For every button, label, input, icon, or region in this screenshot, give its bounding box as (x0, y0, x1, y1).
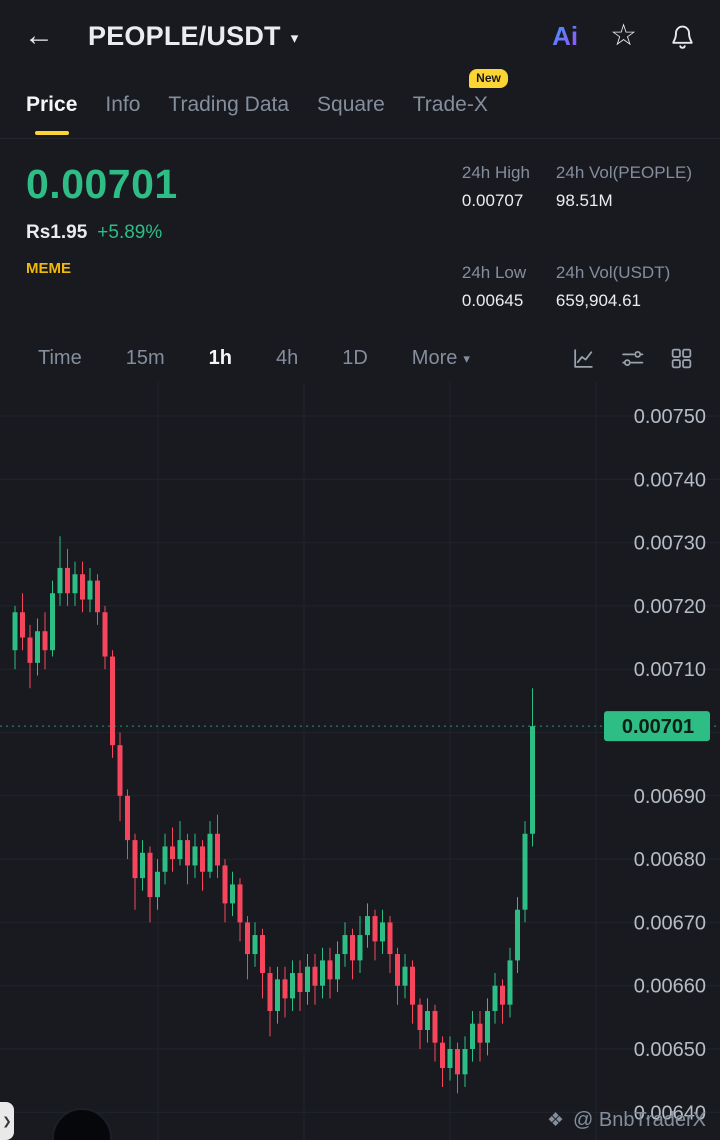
price-axis-label: 0.00730 (634, 533, 706, 555)
favorite-star-icon[interactable]: ☆ (610, 19, 637, 52)
stat-value: 659,904.61 (555, 291, 642, 310)
interval-time[interactable]: Time (38, 347, 82, 369)
nav-tabs: Price Info Trading Data Square Trade-X N… (0, 69, 720, 139)
last-price: 0.00701 (26, 161, 178, 207)
price-axis-label: 0.00680 (634, 849, 706, 871)
interval-1h[interactable]: 1h (208, 347, 232, 369)
tab-square[interactable]: Square (317, 75, 385, 135)
stat-value: 0.00645 (461, 291, 524, 310)
back-arrow-icon[interactable]: ← (24, 19, 54, 52)
more-label: More (411, 347, 458, 369)
notification-bell-icon[interactable] (669, 23, 696, 50)
stat-value: 98.51M (555, 191, 613, 210)
fiat-price: Rs1.95 (26, 222, 88, 243)
tab-info-label: Info (105, 93, 141, 116)
tab-trade-x[interactable]: Trade-X New (412, 69, 508, 135)
tab-trade-x-label: Trade-X (412, 93, 488, 116)
pair-selector[interactable]: PEOPLE/USDT ▾ (88, 21, 298, 52)
diamond-icon: ❖ (547, 1110, 565, 1131)
price-axis-label: 0.00690 (634, 786, 706, 808)
ai-assistant-icon[interactable]: Ai (552, 20, 579, 51)
candlestick-chart[interactable]: 0.00750 0.00740 0.00730 0.00720 0.00710 0.006… (0, 382, 720, 1140)
stat-24h-vol-people: 24h Vol(PEOPLE) 98.51M (556, 163, 692, 235)
watermark-text: @ BnbTraderX (573, 1109, 706, 1131)
interval-more[interactable]: More ▾ (412, 347, 470, 370)
chart-canvas[interactable]: 0.00750 0.00740 0.00730 0.00720 0.00710 0.006… (0, 382, 720, 1140)
tab-info[interactable]: Info (105, 75, 140, 135)
interval-1d[interactable]: 1D (342, 347, 368, 369)
price-axis-label: 0.00640 (634, 1102, 706, 1124)
stat-label: 24h High (461, 163, 530, 182)
tab-price[interactable]: Price (26, 75, 77, 135)
fiat-row: Rs1.95 +5.89% (26, 222, 178, 244)
last-price-badge-text: 0.00701 (622, 716, 694, 738)
price-axis-label: 0.00660 (634, 976, 706, 998)
chart-tools (571, 346, 694, 371)
chevron-down-icon: ▾ (290, 30, 299, 47)
stat-label: 24h Low (461, 263, 527, 282)
tab-price-label: Price (26, 93, 78, 116)
stat-label: 24h Vol(PEOPLE) (555, 163, 692, 182)
price-axis-label: 0.00740 (634, 469, 706, 491)
price-axis-label: 0.00670 (634, 912, 706, 934)
header-actions: Ai ☆ (552, 21, 696, 52)
indicators-icon[interactable] (620, 346, 645, 371)
price-panel: 0.00701 Rs1.95 +5.89% MEME 24h High 0.00… (0, 139, 720, 335)
grid-layout-icon[interactable] (669, 346, 694, 371)
price-axis-label: 0.00650 (634, 1039, 706, 1061)
expand-handle[interactable]: ❯ (0, 1102, 14, 1140)
line-chart-icon[interactable] (571, 346, 596, 371)
interval-bar: Time 15m 1h 4h 1D More ▾ (0, 335, 720, 382)
active-tab-underline (34, 131, 69, 135)
stat-value: 0.00707 (461, 191, 524, 210)
last-price-badge (604, 711, 710, 742)
tab-trading-data-label: Trading Data (168, 93, 290, 116)
tab-square-label: Square (317, 93, 385, 116)
price-axis-label: 0.00750 (634, 406, 706, 428)
price-axis-label: 0.00720 (634, 596, 706, 618)
change-percent: +5.89% (97, 222, 163, 243)
pair-title: PEOPLE/USDT (88, 20, 281, 51)
price-block: 0.00701 Rs1.95 +5.89% MEME (26, 161, 178, 335)
interval-15m[interactable]: 15m (125, 347, 165, 369)
price-axis-label: 0.00710 (634, 659, 706, 681)
header: ← PEOPLE/USDT ▾ Ai ☆ (0, 0, 720, 72)
stat-label: 24h Vol(USDT) (555, 263, 671, 282)
chevron-down-icon: ▾ (463, 350, 470, 366)
interval-4h[interactable]: 4h (275, 347, 299, 369)
stat-24h-high: 24h High 0.00707 (462, 163, 530, 235)
stat-24h-vol-usdt: 24h Vol(USDT) 659,904.61 (556, 263, 692, 335)
stat-24h-low: 24h Low 0.00645 (462, 263, 530, 335)
new-badge: New (469, 69, 508, 88)
tab-trading-data[interactable]: Trading Data (168, 75, 289, 135)
stats-grid: 24h High 0.00707 24h Vol(PEOPLE) 98.51M … (462, 163, 692, 335)
watermark: ❖ @ BnbTraderX (547, 1109, 706, 1132)
meme-tag[interactable]: MEME (26, 260, 71, 277)
